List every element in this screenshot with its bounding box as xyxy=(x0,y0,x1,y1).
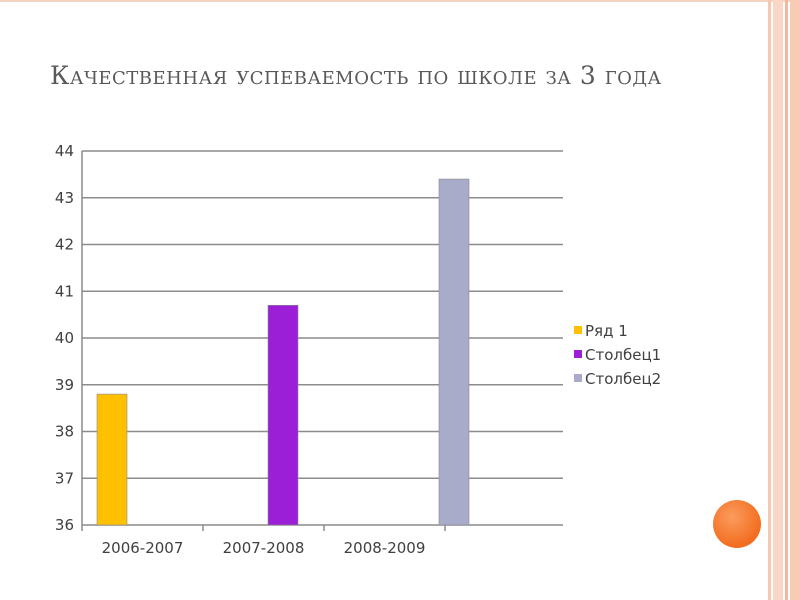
decor-stripe xyxy=(773,0,783,600)
y-tick-label: 39 xyxy=(55,376,74,394)
y-tick-label: 38 xyxy=(55,423,74,441)
x-tick-label: 2008-2009 xyxy=(344,539,426,557)
legend-swatch xyxy=(574,374,582,382)
x-tick-label: 2006-2007 xyxy=(102,539,184,557)
decor-circle xyxy=(713,500,761,548)
legend-swatch xyxy=(574,350,582,358)
y-tick-label: 37 xyxy=(55,469,74,487)
bar-2008-2009 xyxy=(438,178,470,526)
legend-label: Столбец2 xyxy=(585,370,661,388)
slide-title: Качественная успеваемость по школе за 3 … xyxy=(50,61,662,90)
bar-2006-2007 xyxy=(96,393,128,526)
decor-stripe xyxy=(768,0,771,600)
x-tick-label: 2007-2008 xyxy=(223,539,305,557)
y-tick-label: 43 xyxy=(55,189,74,207)
y-tick-label: 40 xyxy=(55,329,74,347)
decor-stripe xyxy=(790,0,800,600)
bar-2007-2008 xyxy=(267,304,299,526)
y-tick-label: 42 xyxy=(55,236,74,254)
y-tick-label: 41 xyxy=(55,282,74,300)
y-tick-label: 44 xyxy=(55,142,74,160)
legend-swatch xyxy=(574,326,582,334)
decor-stripe xyxy=(785,0,788,600)
top-rule xyxy=(0,0,800,2)
y-tick-label: 36 xyxy=(55,516,74,534)
legend-label: Столбец1 xyxy=(585,346,661,364)
legend-label: Ряд 1 xyxy=(585,322,628,340)
